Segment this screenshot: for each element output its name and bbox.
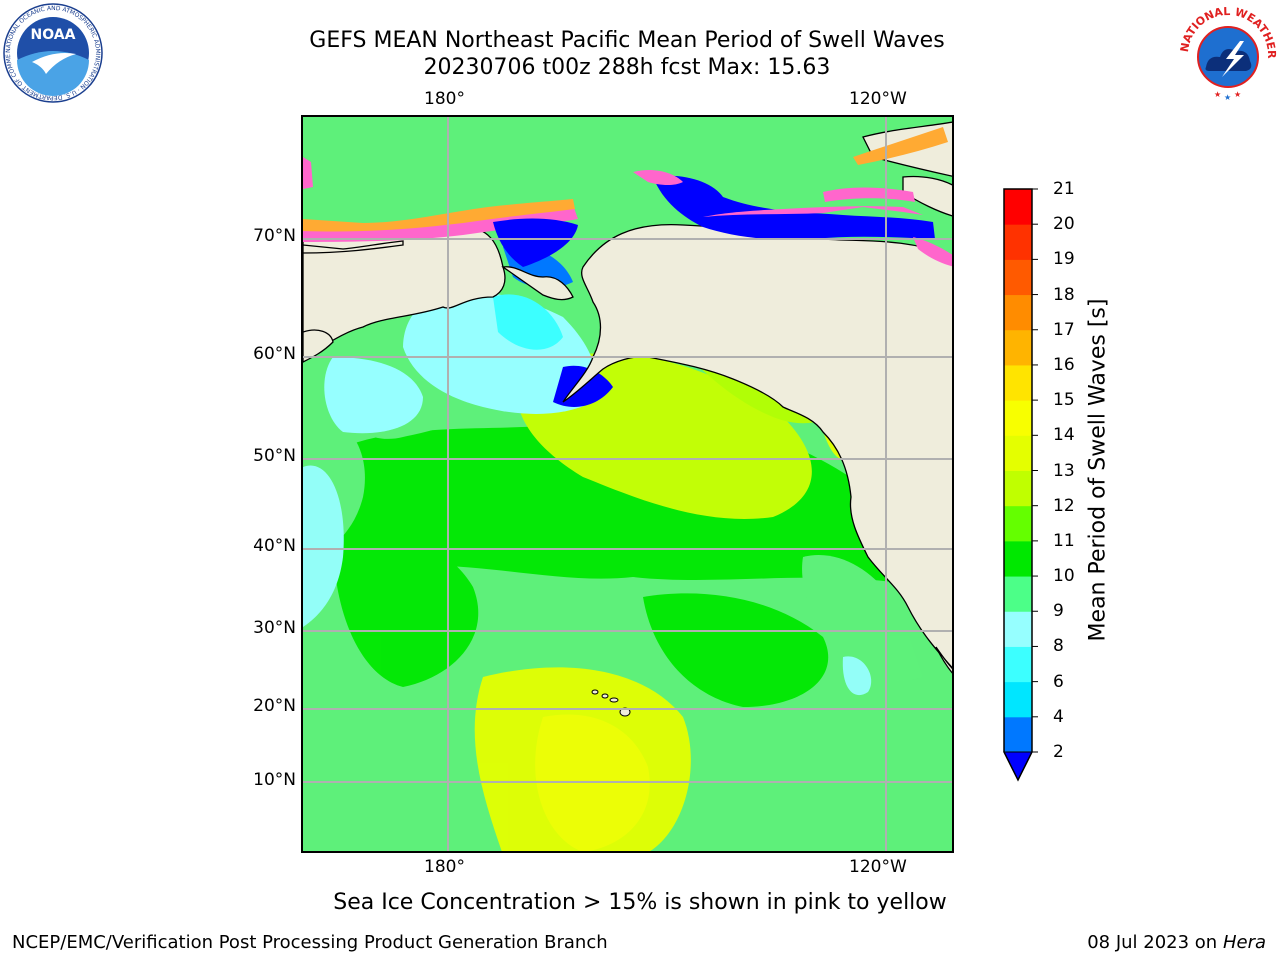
- hawaii-islands: [591, 689, 631, 717]
- colorbar-segment: [1004, 364, 1032, 401]
- colorbar-tick-label: 21: [1053, 179, 1075, 199]
- chart-subtitle: 20230706 t00z 288h fcst Max: 15.63: [423, 55, 831, 80]
- noaa-logo: NATIONAL OCEANIC AND ATMOSPHERIC ADMINIS…: [2, 2, 103, 103]
- lat-label-70n: 70°N: [253, 226, 296, 246]
- colorbar: [1003, 188, 1038, 782]
- footer-date: 08 Jul 2023 on Hera: [1087, 932, 1266, 953]
- colorbar-tick-label: 16: [1053, 354, 1075, 375]
- lat-label-20n: 20°N: [253, 696, 296, 716]
- colorbar-segment: [1004, 224, 1032, 260]
- colorbar-tick-label: 10: [1053, 566, 1075, 587]
- colorbar-tick-label: 17: [1053, 319, 1075, 340]
- lat-label-30n: 30°N: [253, 618, 296, 638]
- graticule: [303, 117, 952, 851]
- chart-title: GEFS MEAN Northeast Pacific Mean Period …: [309, 28, 945, 53]
- lat-label-60n: 60°N: [253, 344, 296, 364]
- colorbar-outline: [1003, 188, 1033, 782]
- colorbar-tick-label: 9: [1053, 601, 1064, 622]
- lon-label-top-180: 180°: [424, 89, 465, 109]
- footer-date-text: 08 Jul 2023 on: [1087, 932, 1218, 953]
- colorbar-underflow-arrow: [1003, 751, 1033, 782]
- colorbar-segment: [1004, 505, 1032, 542]
- colorbar-tick-label: 13: [1053, 460, 1075, 481]
- lat-label-40n: 40°N: [253, 536, 296, 556]
- colorbar-segment: [1004, 400, 1032, 436]
- colorbar-tick-label: 20: [1053, 214, 1075, 235]
- svg-text:★: ★: [1224, 93, 1231, 102]
- colorbar-segment: [1004, 540, 1032, 577]
- colorbar-segment: [1004, 646, 1032, 683]
- svg-text:★: ★: [1234, 90, 1241, 99]
- lat-label-10n: 10°N: [253, 770, 296, 790]
- nws-logo: NATIONAL WEATHER SERVICE ★ ★ ★: [1178, 5, 1278, 103]
- colorbar-tick-label: 4: [1053, 706, 1064, 727]
- lat-label-50n: 50°N: [253, 446, 296, 466]
- colorbar-tick-label: 19: [1053, 249, 1075, 270]
- colorbar-segment: [1004, 470, 1032, 507]
- colorbar-tick-label: 12: [1053, 495, 1075, 516]
- colorbar-label: Mean Period of Swell Waves [s]: [1085, 298, 1111, 642]
- colorbar-segment: [1004, 681, 1032, 718]
- colorbar-tick-label: 11: [1053, 530, 1075, 551]
- colorbar-segment: [1004, 435, 1032, 471]
- colorbar-tick-label: 6: [1053, 671, 1064, 692]
- noaa-logo-text: NOAA: [31, 27, 76, 43]
- colorbar-segment: [1004, 611, 1032, 647]
- colorbar-segment: [1004, 716, 1032, 753]
- footer-host: Hera: [1222, 932, 1266, 953]
- footer-branch: NCEP/EMC/Verification Post Processing Pr…: [12, 932, 608, 953]
- sea-ice-note: Sea Ice Concentration > 15% is shown in …: [333, 890, 947, 915]
- lon-label-bottom-120w: 120°W: [849, 857, 907, 877]
- colorbar-tick-label: 2: [1053, 742, 1064, 762]
- colorbar-segment: [1004, 259, 1032, 296]
- colorbar-tick-label: 8: [1053, 636, 1064, 657]
- colorbar-tick-label: 15: [1053, 390, 1075, 411]
- swell-period-map: [303, 117, 952, 851]
- colorbar-segment: [1004, 576, 1032, 612]
- colorbar-tick-label: 18: [1053, 284, 1075, 305]
- colorbar-segment: [1004, 294, 1032, 331]
- colorbar-segment: [1004, 329, 1032, 366]
- map-panel[interactable]: [301, 115, 954, 853]
- colorbar-tick-label: 14: [1053, 425, 1075, 446]
- sea-ice-band: [303, 127, 952, 267]
- colorbar-segment: [1004, 189, 1032, 225]
- svg-text:★: ★: [1214, 90, 1221, 99]
- lon-label-bottom-180: 180°: [424, 857, 465, 877]
- lon-label-top-120w: 120°W: [849, 89, 907, 109]
